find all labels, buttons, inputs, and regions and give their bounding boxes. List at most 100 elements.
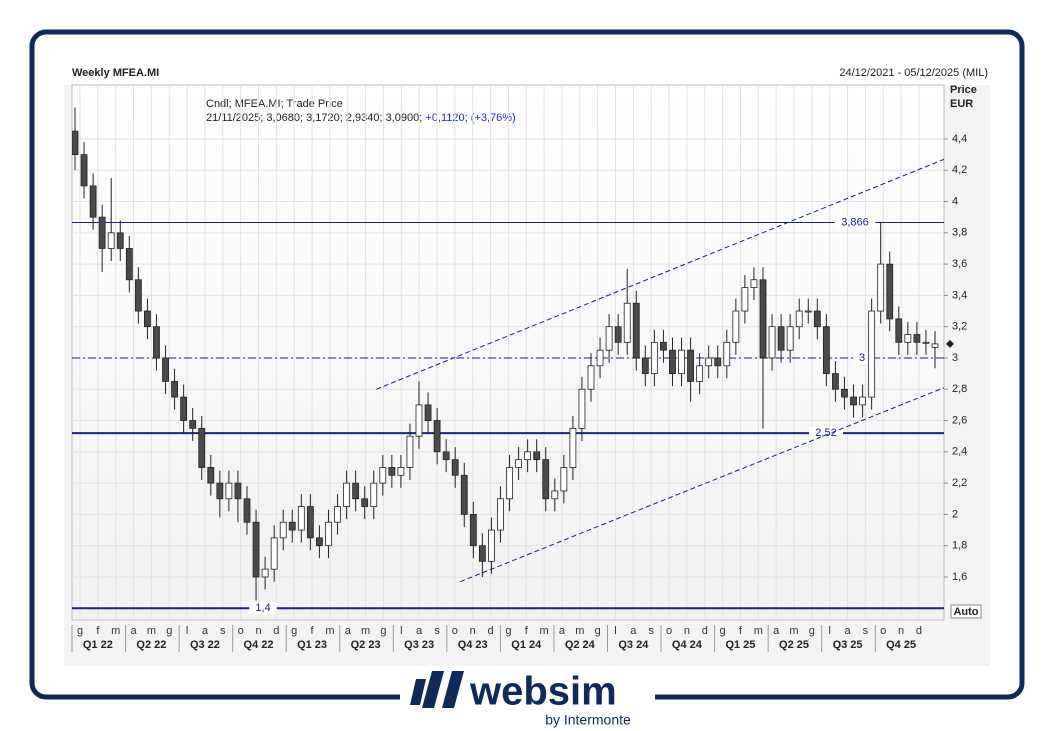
quarter-label: Q3 22	[190, 639, 220, 651]
x-tick-label: m	[325, 625, 334, 637]
x-tick-label: a	[844, 625, 851, 637]
candle-body	[469, 514, 477, 547]
x-tick-label: s	[434, 625, 440, 637]
candle-body	[279, 521, 287, 539]
x-tick-label: o	[452, 625, 458, 637]
x-tick-label: a	[130, 625, 137, 637]
x-tick-label: n	[684, 625, 690, 637]
candle-body	[72, 130, 79, 156]
candle-body	[89, 185, 97, 218]
x-tick-label: a	[345, 625, 352, 637]
candle-body	[832, 373, 839, 390]
x-tick-label: s	[863, 625, 869, 637]
quarter-label: Q2 22	[136, 639, 166, 651]
last-price-marker	[946, 339, 954, 348]
level-label: 3	[859, 352, 865, 364]
candle-body	[488, 529, 495, 562]
candle-body	[352, 482, 360, 500]
candle-body	[877, 263, 885, 312]
candle-body	[288, 521, 296, 531]
candle-body	[116, 232, 124, 249]
x-tick-label: o	[666, 625, 672, 637]
quarter-label: Q4 24	[672, 639, 703, 651]
candle-body	[207, 467, 215, 484]
x-tick-label: m	[361, 625, 370, 637]
y-tick-label: 4,2	[952, 164, 967, 176]
scale-box[interactable]	[950, 604, 982, 619]
candle-body	[614, 326, 622, 343]
candle-body	[804, 310, 812, 313]
candle-body	[578, 388, 586, 429]
candle-body	[822, 326, 830, 375]
y-tick-label: 3,8	[952, 227, 967, 239]
candle-body	[759, 279, 767, 359]
x-tick-label: f	[311, 625, 315, 637]
y-tick-label: 3,2	[952, 321, 967, 333]
candle-body	[533, 451, 541, 461]
level-label-bg	[834, 216, 876, 229]
trend-line	[460, 387, 944, 583]
candle-body	[850, 396, 857, 406]
x-tick-label: m	[754, 625, 763, 637]
candle-body	[669, 349, 676, 375]
level-label: 1,4	[255, 602, 270, 614]
quarter-label: Q4 22	[244, 639, 274, 651]
candle-body	[524, 451, 532, 461]
candle-body	[542, 459, 550, 500]
date-range: 24/12/2021 - 05/12/2025 (MIL)	[839, 67, 988, 79]
candle-body	[361, 498, 369, 507]
x-tick-label: g	[505, 625, 511, 637]
candle-body	[786, 326, 794, 351]
x-tick-label: f	[739, 625, 743, 637]
candle-body	[705, 357, 713, 367]
scale-mode[interactable]: Auto	[953, 606, 978, 618]
x-tick-label: o	[880, 625, 886, 637]
candle-body	[297, 506, 305, 531]
legend-ohlc: 21/11/2025; 3,0680; 3,1720; 2,9340; 3,09…	[206, 112, 422, 124]
x-tick-label: d	[273, 625, 279, 637]
candle-body	[605, 326, 613, 351]
x-tick-label: n	[255, 625, 261, 637]
legend-change: +0,1120; (+3,76%)	[425, 112, 515, 124]
logo: websim by Intermonte	[400, 670, 655, 728]
candle-body	[316, 537, 323, 547]
quarter-label: Q4 25	[886, 639, 916, 651]
candle-body	[406, 435, 414, 468]
y-tick-label: 3,4	[952, 289, 967, 301]
candle-body	[80, 154, 88, 187]
x-tick-label: m	[111, 625, 120, 637]
candle-body	[777, 326, 785, 351]
y-tick-label: 1,6	[952, 571, 967, 583]
y-tick-label: 3	[952, 352, 958, 364]
candle-body	[841, 388, 848, 398]
candle-body	[515, 459, 522, 468]
candle-body	[252, 521, 260, 578]
x-tick-label: g	[720, 625, 726, 637]
candle-body	[641, 357, 649, 375]
x-tick-label: m	[575, 625, 584, 637]
quarter-label: Q2 24	[565, 639, 596, 651]
brand-tagline: by Intermonte	[545, 712, 631, 728]
candle-body	[270, 537, 278, 570]
candle-body	[560, 467, 568, 492]
x-tick-label: d	[487, 625, 493, 637]
candle-body	[216, 482, 224, 500]
candle-body	[343, 482, 350, 507]
candle-body	[913, 334, 921, 343]
y-tick-label: 3,6	[952, 258, 967, 270]
candle-body	[660, 341, 667, 351]
x-tick-label: a	[773, 625, 780, 637]
x-tick-label: a	[630, 625, 637, 637]
candle-body	[433, 420, 441, 453]
candle-body	[650, 341, 658, 375]
candle-body	[134, 279, 142, 312]
candle-body	[153, 326, 160, 359]
x-tick-label: m	[540, 625, 549, 637]
candle-body	[551, 490, 559, 500]
candle-body	[144, 310, 151, 328]
candle-body	[723, 341, 731, 367]
y-tick-label: 2,4	[952, 446, 967, 458]
plot	[72, 85, 944, 620]
y-tick-label: 4,4	[952, 133, 967, 145]
